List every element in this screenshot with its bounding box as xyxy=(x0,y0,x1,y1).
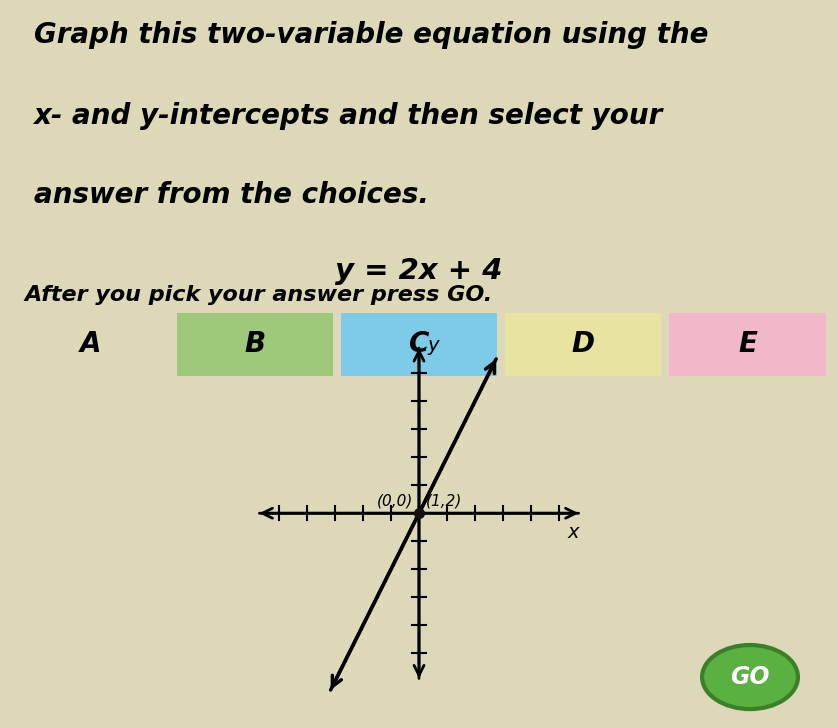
FancyBboxPatch shape xyxy=(177,313,333,376)
FancyBboxPatch shape xyxy=(341,313,497,376)
Text: C: C xyxy=(409,331,429,358)
Text: y: y xyxy=(427,336,439,355)
Text: answer from the choices.: answer from the choices. xyxy=(34,181,428,209)
Text: A: A xyxy=(80,331,101,358)
Text: y = 2x + 4: y = 2x + 4 xyxy=(335,257,503,285)
Text: D: D xyxy=(572,331,595,358)
Text: x: x xyxy=(567,523,579,542)
Text: Graph this two-variable equation using the: Graph this two-variable equation using t… xyxy=(34,21,708,49)
Text: B: B xyxy=(244,331,266,358)
Text: E: E xyxy=(738,331,757,358)
Circle shape xyxy=(702,645,798,709)
FancyBboxPatch shape xyxy=(670,313,825,376)
Text: (1,2): (1,2) xyxy=(426,493,463,508)
Text: x- and y-intercepts and then select your: x- and y-intercepts and then select your xyxy=(34,103,663,130)
FancyBboxPatch shape xyxy=(505,313,661,376)
Text: GO: GO xyxy=(730,665,770,689)
Text: (0,0): (0,0) xyxy=(377,493,413,508)
Text: After you pick your answer press GO.: After you pick your answer press GO. xyxy=(25,285,493,305)
